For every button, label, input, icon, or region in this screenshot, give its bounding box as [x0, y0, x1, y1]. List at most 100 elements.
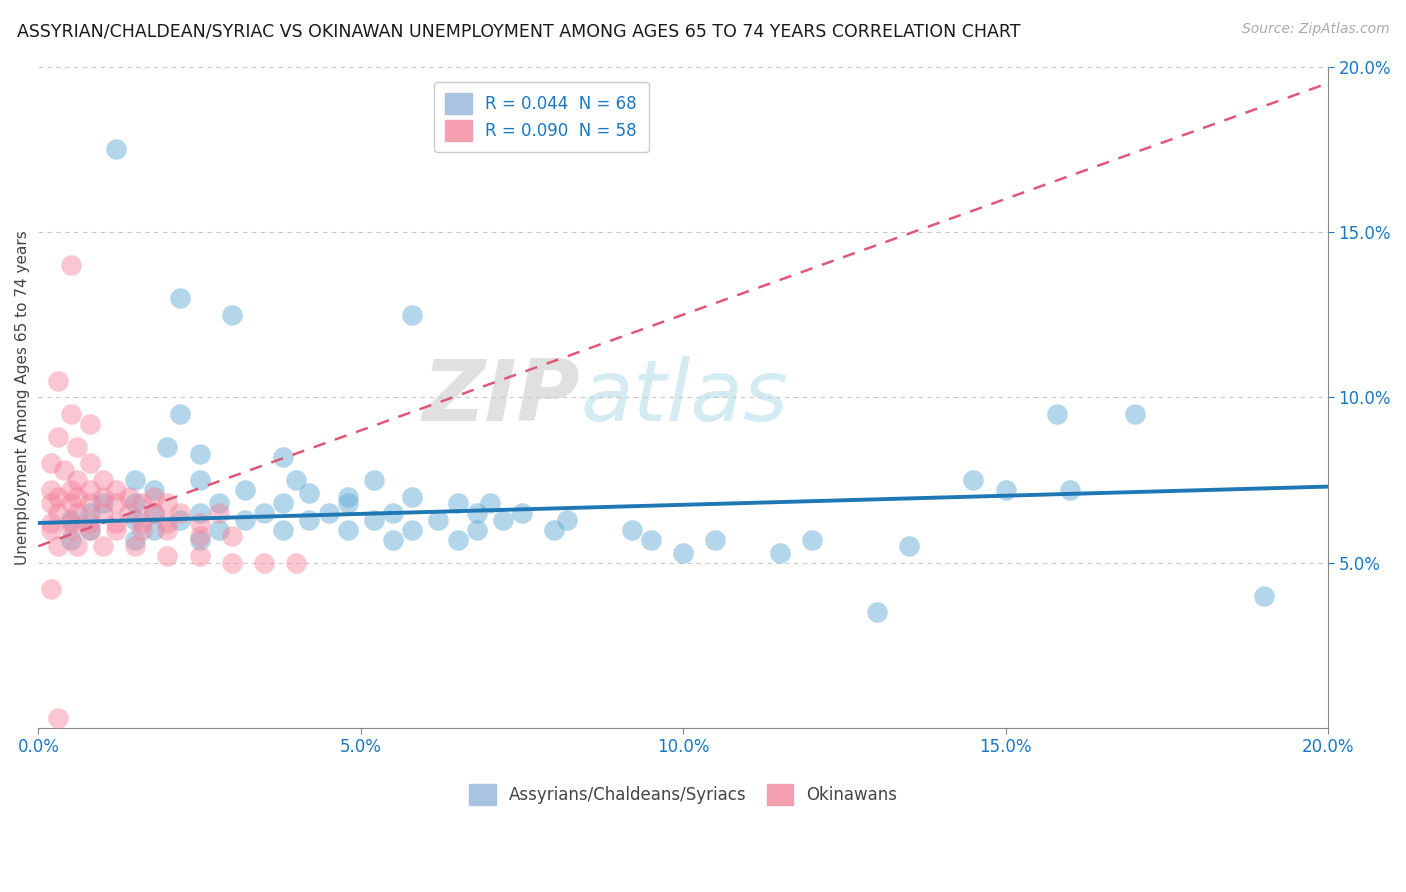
- Text: ASSYRIAN/CHALDEAN/SYRIAC VS OKINAWAN UNEMPLOYMENT AMONG AGES 65 TO 74 YEARS CORR: ASSYRIAN/CHALDEAN/SYRIAC VS OKINAWAN UNE…: [17, 22, 1021, 40]
- Point: [363, 513, 385, 527]
- Point: [427, 513, 450, 527]
- Point: [39, 496, 62, 510]
- Point: [273, 450, 295, 464]
- Point: [1046, 407, 1069, 421]
- Point: [66, 539, 89, 553]
- Point: [221, 308, 243, 322]
- Point: [704, 533, 727, 547]
- Point: [143, 523, 166, 537]
- Point: [124, 539, 146, 553]
- Point: [318, 506, 340, 520]
- Point: [188, 533, 211, 547]
- Point: [273, 496, 295, 510]
- Point: [53, 463, 76, 477]
- Point: [79, 523, 101, 537]
- Point: [104, 516, 127, 530]
- Point: [79, 523, 101, 537]
- Point: [156, 523, 179, 537]
- Point: [143, 506, 166, 520]
- Point: [59, 523, 82, 537]
- Point: [336, 523, 359, 537]
- Point: [188, 446, 211, 460]
- Point: [285, 556, 308, 570]
- Point: [866, 605, 889, 619]
- Point: [91, 496, 114, 510]
- Point: [169, 513, 191, 527]
- Point: [208, 523, 231, 537]
- Point: [66, 506, 89, 520]
- Point: [401, 490, 423, 504]
- Point: [672, 546, 695, 560]
- Point: [59, 496, 82, 510]
- Point: [66, 440, 89, 454]
- Point: [104, 496, 127, 510]
- Point: [188, 506, 211, 520]
- Point: [59, 483, 82, 497]
- Point: [46, 539, 69, 553]
- Point: [233, 513, 256, 527]
- Point: [124, 533, 146, 547]
- Point: [446, 533, 468, 547]
- Point: [640, 533, 662, 547]
- Point: [131, 523, 153, 537]
- Point: [124, 473, 146, 487]
- Point: [46, 711, 69, 725]
- Point: [298, 486, 321, 500]
- Point: [143, 490, 166, 504]
- Point: [59, 533, 82, 547]
- Point: [336, 490, 359, 504]
- Point: [59, 407, 82, 421]
- Point: [363, 473, 385, 487]
- Point: [1123, 407, 1146, 421]
- Point: [233, 483, 256, 497]
- Point: [543, 523, 565, 537]
- Point: [253, 556, 276, 570]
- Point: [79, 506, 101, 520]
- Point: [59, 516, 82, 530]
- Point: [156, 440, 179, 454]
- Point: [39, 457, 62, 471]
- Point: [769, 546, 792, 560]
- Point: [994, 483, 1017, 497]
- Point: [91, 539, 114, 553]
- Point: [39, 582, 62, 596]
- Point: [188, 516, 211, 530]
- Legend: Assyrians/Chaldeans/Syriacs, Okinawans: Assyrians/Chaldeans/Syriacs, Okinawans: [461, 776, 905, 813]
- Point: [188, 473, 211, 487]
- Point: [46, 490, 69, 504]
- Point: [620, 523, 643, 537]
- Point: [221, 529, 243, 543]
- Point: [143, 506, 166, 520]
- Point: [46, 374, 69, 388]
- Text: atlas: atlas: [581, 356, 787, 439]
- Point: [104, 523, 127, 537]
- Point: [91, 473, 114, 487]
- Text: Source: ZipAtlas.com: Source: ZipAtlas.com: [1241, 22, 1389, 37]
- Point: [401, 308, 423, 322]
- Point: [131, 516, 153, 530]
- Point: [91, 490, 114, 504]
- Point: [169, 407, 191, 421]
- Point: [208, 496, 231, 510]
- Point: [169, 291, 191, 305]
- Point: [59, 513, 82, 527]
- Point: [801, 533, 824, 547]
- Point: [188, 549, 211, 563]
- Point: [79, 483, 101, 497]
- Point: [46, 430, 69, 444]
- Point: [66, 473, 89, 487]
- Point: [79, 516, 101, 530]
- Point: [156, 549, 179, 563]
- Point: [66, 490, 89, 504]
- Point: [253, 506, 276, 520]
- Point: [79, 496, 101, 510]
- Point: [382, 506, 405, 520]
- Point: [79, 417, 101, 431]
- Point: [221, 556, 243, 570]
- Point: [401, 523, 423, 537]
- Point: [117, 506, 139, 520]
- Point: [104, 142, 127, 156]
- Point: [156, 496, 179, 510]
- Point: [156, 516, 179, 530]
- Point: [478, 496, 501, 510]
